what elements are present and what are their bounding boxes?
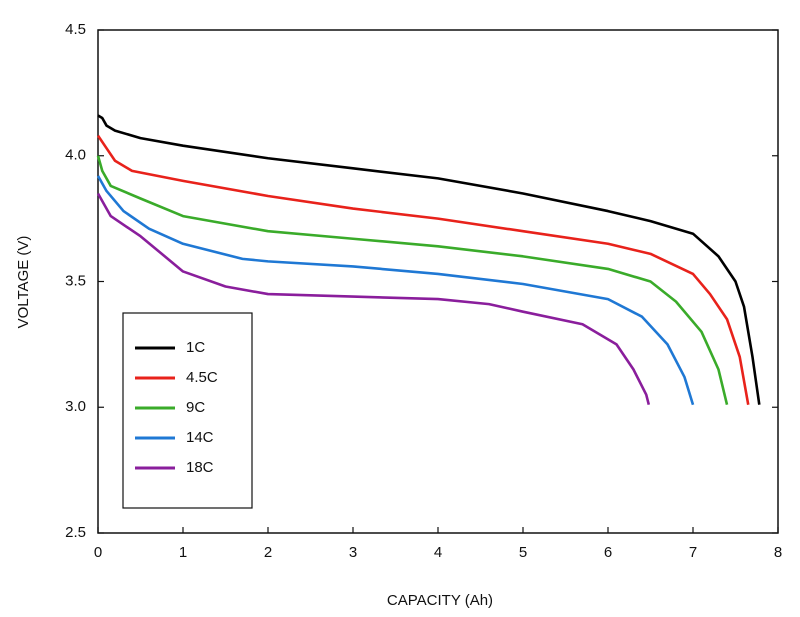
x-tick-label: 5	[519, 544, 527, 561]
x-tick-label: 6	[604, 544, 612, 561]
series-line	[96, 175, 695, 406]
y-tick-label: 3.5	[65, 272, 86, 289]
legend-label: 4.5C	[186, 369, 218, 386]
y-tick-label: 3.0	[65, 398, 86, 415]
legend-label: 14C	[186, 429, 214, 446]
series-line	[97, 114, 761, 405]
x-tick-label: 2	[264, 544, 272, 561]
y-tick-label: 4.5	[65, 21, 86, 38]
legend-label: 1C	[186, 339, 205, 356]
y-tick-label: 4.0	[65, 147, 86, 164]
legend-label: 9C	[186, 399, 205, 416]
series-line	[96, 134, 750, 405]
series-line	[96, 192, 651, 406]
legend-box	[122, 312, 253, 509]
x-tick-label: 0	[94, 544, 102, 561]
x-axis-label: CAPACITY (Ah)	[387, 592, 493, 609]
y-tick-label: 2.5	[65, 524, 86, 541]
x-tick-label: 4	[434, 544, 442, 561]
x-tick-label: 7	[689, 544, 697, 561]
x-tick-label: 3	[349, 544, 357, 561]
legend-label: 18C	[186, 459, 214, 476]
y-axis-label: VOLTAGE (V)	[15, 236, 32, 329]
series-line	[96, 155, 729, 406]
x-tick-label: 8	[774, 544, 782, 561]
x-tick-label: 1	[179, 544, 187, 561]
